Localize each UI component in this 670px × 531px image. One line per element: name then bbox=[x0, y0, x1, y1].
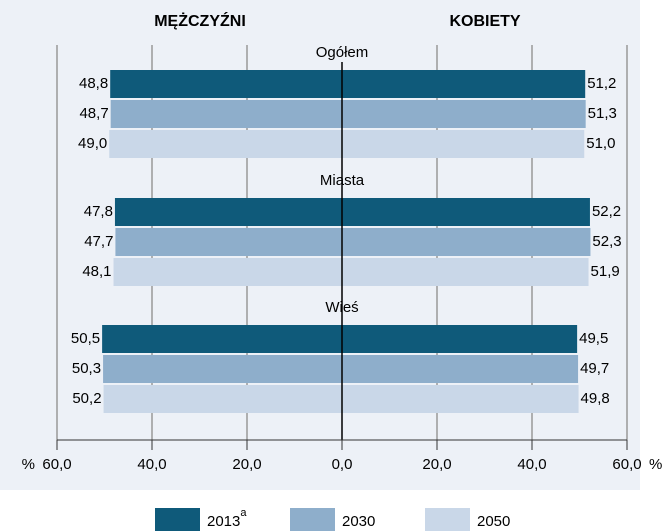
value-label: 49,0 bbox=[78, 135, 107, 152]
value-label: 50,2 bbox=[72, 390, 101, 407]
value-label: 50,5 bbox=[71, 330, 100, 347]
x-tick-label: 60,0 bbox=[612, 456, 641, 473]
value-label: 52,3 bbox=[592, 233, 621, 250]
x-tick-label: 40,0 bbox=[137, 456, 166, 473]
x-tick-label: 20,0 bbox=[232, 456, 261, 473]
x-tick-label: 60,0 bbox=[42, 456, 71, 473]
x-tick-label: 0,0 bbox=[332, 456, 353, 473]
legend-label: 2030 bbox=[342, 513, 375, 530]
legend-swatch bbox=[155, 508, 200, 531]
legend-swatch bbox=[425, 508, 470, 531]
legend-label: 2050 bbox=[477, 513, 510, 530]
value-label: 49,7 bbox=[580, 360, 609, 377]
legend-name: 2050 bbox=[477, 513, 510, 530]
value-label: 48,8 bbox=[79, 75, 108, 92]
value-label: 48,7 bbox=[79, 105, 108, 122]
value-label: 47,8 bbox=[84, 203, 113, 220]
bar-women bbox=[342, 198, 590, 226]
x-unit: % bbox=[649, 456, 662, 473]
legend-swatch bbox=[290, 508, 335, 531]
bar-men bbox=[115, 228, 342, 256]
value-label: 47,7 bbox=[84, 233, 113, 250]
right-title: KOBIETY bbox=[449, 13, 520, 30]
bar-women bbox=[342, 70, 586, 98]
value-label: 48,1 bbox=[82, 263, 111, 280]
group-label: Ogółem bbox=[316, 44, 369, 61]
value-label: 51,0 bbox=[586, 135, 615, 152]
legend-label: 2013a bbox=[207, 507, 247, 530]
bar-men bbox=[110, 100, 342, 128]
bar-women bbox=[342, 258, 589, 286]
value-label: 49,8 bbox=[581, 390, 610, 407]
bar-men bbox=[109, 130, 342, 158]
legend-note: a bbox=[240, 507, 247, 519]
bar-men bbox=[114, 198, 342, 226]
bar-women bbox=[342, 325, 578, 353]
bar-women bbox=[342, 355, 579, 383]
value-label: 49,5 bbox=[579, 330, 608, 347]
value-label: 50,3 bbox=[72, 360, 101, 377]
bar-men bbox=[102, 325, 342, 353]
bar-women bbox=[342, 385, 579, 413]
bar-women bbox=[342, 130, 585, 158]
value-label: 51,2 bbox=[587, 75, 616, 92]
x-tick-label: 40,0 bbox=[517, 456, 546, 473]
left-title: MĘŻCZYŹNI bbox=[154, 11, 246, 30]
bar-women bbox=[342, 100, 586, 128]
bar-women bbox=[342, 228, 591, 256]
bar-men bbox=[113, 258, 343, 286]
bar-men bbox=[110, 70, 342, 98]
bar-men bbox=[103, 355, 342, 383]
value-label: 51,9 bbox=[591, 263, 620, 280]
value-label: 51,3 bbox=[588, 105, 617, 122]
legend-name: 2030 bbox=[342, 513, 375, 530]
x-tick-label: 20,0 bbox=[422, 456, 451, 473]
legend-name: 2013 bbox=[207, 513, 240, 530]
value-label: 52,2 bbox=[592, 203, 621, 220]
bar-men bbox=[103, 385, 342, 413]
x-unit: % bbox=[22, 456, 35, 473]
